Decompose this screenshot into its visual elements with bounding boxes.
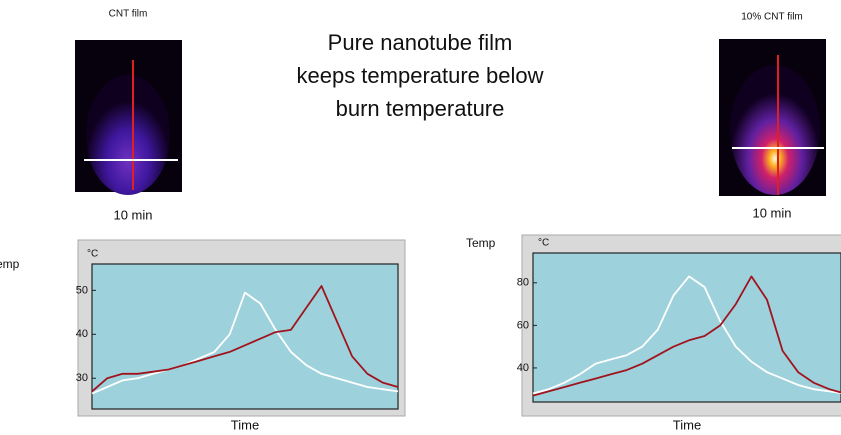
- data-line: [532, 275, 841, 395]
- y-tick-label: 40: [76, 328, 88, 340]
- data-line: [91, 285, 399, 393]
- plot-area: [532, 252, 841, 403]
- y-axis-label: Temp: [0, 257, 20, 271]
- y-tick-label: 40: [517, 362, 529, 374]
- unit-label: °C: [87, 249, 98, 260]
- y-tick-label: 80: [517, 277, 529, 289]
- image-label: CNT film: [109, 9, 148, 20]
- y-axis-label: Temp: [466, 236, 496, 250]
- heading-line: Pure nanotube film: [328, 30, 513, 55]
- heat-spot: [86, 75, 170, 195]
- data-line: [91, 291, 399, 395]
- image-label: 10% CNT film: [741, 12, 803, 23]
- heading-line: burn temperature: [336, 96, 505, 121]
- image-caption: 10 min: [113, 207, 152, 222]
- unit-label: °C: [538, 238, 549, 249]
- y-tick-label: 50: [76, 284, 88, 296]
- y-tick-label: 60: [517, 319, 529, 331]
- heat-spot: [730, 65, 820, 195]
- data-line: [532, 275, 841, 397]
- heading-line: keeps temperature below: [296, 63, 543, 88]
- y-tick-label: 30: [76, 372, 88, 384]
- image-caption: 10 min: [752, 205, 791, 220]
- x-axis-label: Time: [673, 417, 701, 432]
- x-axis-label: Time: [231, 417, 259, 432]
- plot-area: [91, 263, 399, 410]
